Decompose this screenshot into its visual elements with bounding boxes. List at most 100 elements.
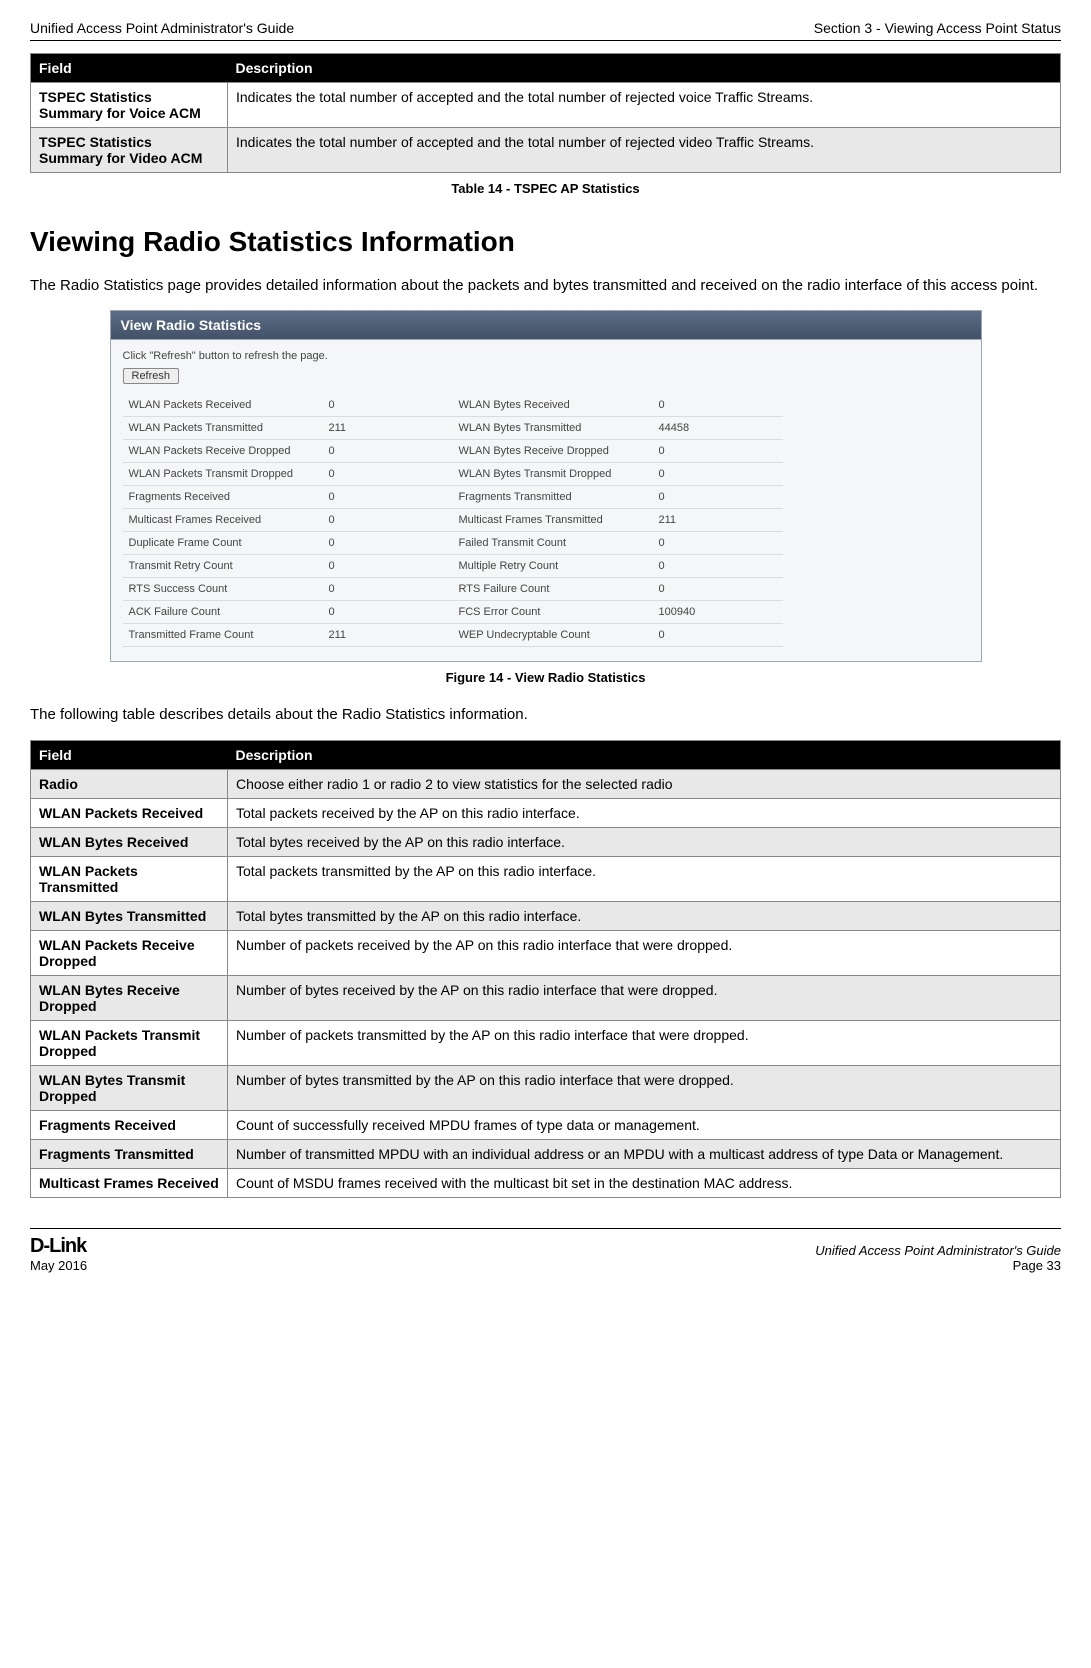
footer-date: May 2016 xyxy=(30,1258,87,1273)
stat-value: 0 xyxy=(323,509,453,532)
desc-cell: Choose either radio 1 or radio 2 to view… xyxy=(228,769,1061,798)
stat-label: Multicast Frames Transmitted xyxy=(453,509,653,532)
stat-value: 211 xyxy=(323,624,453,647)
table-row: WLAN Bytes ReceivedTotal bytes received … xyxy=(31,827,1061,856)
tspec-table: Field Description TSPEC Statistics Summa… xyxy=(30,53,1061,173)
stat-value: 211 xyxy=(323,417,453,440)
stat-value: 0 xyxy=(653,440,783,463)
table-caption: Table 14 - TSPEC AP Statistics xyxy=(30,181,1061,196)
stat-label: WLAN Bytes Receive Dropped xyxy=(453,440,653,463)
stat-label: WLAN Packets Transmitted xyxy=(123,417,323,440)
screenshot-title: View Radio Statistics xyxy=(111,311,981,340)
stat-value: 0 xyxy=(323,463,453,486)
figure-caption: Figure 14 - View Radio Statistics xyxy=(30,670,1061,685)
table-row: WLAN Bytes Receive DroppedNumber of byte… xyxy=(31,975,1061,1020)
desc-cell: Count of MSDU frames received with the m… xyxy=(228,1168,1061,1197)
stat-label: Multicast Frames Received xyxy=(123,509,323,532)
col-header-field: Field xyxy=(31,54,228,83)
field-cell: Radio xyxy=(31,769,228,798)
stat-label: Failed Transmit Count xyxy=(453,532,653,555)
desc-cell: Number of packets received by the AP on … xyxy=(228,930,1061,975)
stat-label: WEP Undecryptable Count xyxy=(453,624,653,647)
col-header-desc: Description xyxy=(228,740,1061,769)
field-cell: WLAN Packets Transmit Dropped xyxy=(31,1020,228,1065)
stat-value: 0 xyxy=(323,394,453,417)
table-row: Fragments TransmittedNumber of transmitt… xyxy=(31,1139,1061,1168)
table-row: WLAN Bytes TransmittedTotal bytes transm… xyxy=(31,901,1061,930)
table-row: WLAN Packets ReceivedTotal packets recei… xyxy=(31,798,1061,827)
table-row: WLAN Packets Transmit DroppedNumber of p… xyxy=(31,1020,1061,1065)
desc-cell: Count of successfully received MPDU fram… xyxy=(228,1110,1061,1139)
stat-value: 0 xyxy=(653,394,783,417)
stat-value: 0 xyxy=(653,532,783,555)
stat-value: 0 xyxy=(653,486,783,509)
table-row: Fragments ReceivedCount of successfully … xyxy=(31,1110,1061,1139)
brand-logo: D-Link xyxy=(30,1235,87,1258)
desc-cell: Total bytes received by the AP on this r… xyxy=(228,827,1061,856)
header-right: Section 3 - Viewing Access Point Status xyxy=(814,20,1061,36)
refresh-hint: Click "Refresh" button to refresh the pa… xyxy=(123,350,969,362)
page-number: Page 33 xyxy=(815,1258,1061,1273)
stat-value: 211 xyxy=(653,509,783,532)
stat-value: 0 xyxy=(323,601,453,624)
field-cell: Fragments Transmitted xyxy=(31,1139,228,1168)
stat-label: WLAN Packets Transmit Dropped xyxy=(123,463,323,486)
stat-label: Transmit Retry Count xyxy=(123,555,323,578)
intro-text: The Radio Statistics page provides detai… xyxy=(30,276,1061,296)
table-row: WLAN Bytes Transmit DroppedNumber of byt… xyxy=(31,1065,1061,1110)
field-cell: WLAN Packets Receive Dropped xyxy=(31,930,228,975)
stats-grid: WLAN Packets Received0WLAN Bytes Receive… xyxy=(123,394,969,647)
stat-label: ACK Failure Count xyxy=(123,601,323,624)
stat-label: Fragments Transmitted xyxy=(453,486,653,509)
stat-value: 0 xyxy=(653,624,783,647)
field-cell: WLAN Bytes Received xyxy=(31,827,228,856)
stat-label: Transmitted Frame Count xyxy=(123,624,323,647)
page-header: Unified Access Point Administrator's Gui… xyxy=(30,20,1061,41)
header-left: Unified Access Point Administrator's Gui… xyxy=(30,20,294,36)
field-cell: TSPEC Statistics Summary for Video ACM xyxy=(31,128,228,173)
stat-value: 0 xyxy=(653,555,783,578)
radio-stats-screenshot: View Radio Statistics Click "Refresh" bu… xyxy=(110,310,982,662)
field-cell: Multicast Frames Received xyxy=(31,1168,228,1197)
stat-label: WLAN Bytes Transmitted xyxy=(453,417,653,440)
mid-text: The following table describes details ab… xyxy=(30,705,1061,725)
stat-label: WLAN Packets Received xyxy=(123,394,323,417)
desc-cell: Number of bytes received by the AP on th… xyxy=(228,975,1061,1020)
table-row: RadioChoose either radio 1 or radio 2 to… xyxy=(31,769,1061,798)
stat-value: 0 xyxy=(653,463,783,486)
field-cell: WLAN Bytes Transmit Dropped xyxy=(31,1065,228,1110)
table-row: TSPEC Statistics Summary for Video ACM I… xyxy=(31,128,1061,173)
stat-label: RTS Success Count xyxy=(123,578,323,601)
stat-label: Duplicate Frame Count xyxy=(123,532,323,555)
stat-value: 100940 xyxy=(653,601,783,624)
field-cell: WLAN Bytes Receive Dropped xyxy=(31,975,228,1020)
radio-stats-table: Field Description RadioChoose either rad… xyxy=(30,740,1061,1198)
table-row: WLAN Packets TransmittedTotal packets tr… xyxy=(31,856,1061,901)
footer-title: Unified Access Point Administrator's Gui… xyxy=(815,1243,1061,1258)
desc-cell: Total bytes transmitted by the AP on thi… xyxy=(228,901,1061,930)
desc-cell: Number of packets transmitted by the AP … xyxy=(228,1020,1061,1065)
stat-label: Multiple Retry Count xyxy=(453,555,653,578)
field-cell: TSPEC Statistics Summary for Voice ACM xyxy=(31,83,228,128)
table-row: TSPEC Statistics Summary for Voice ACM I… xyxy=(31,83,1061,128)
stat-label: WLAN Bytes Transmit Dropped xyxy=(453,463,653,486)
section-title: Viewing Radio Statistics Information xyxy=(30,226,1061,258)
stat-value: 0 xyxy=(653,578,783,601)
stat-value: 0 xyxy=(323,486,453,509)
stat-label: WLAN Packets Receive Dropped xyxy=(123,440,323,463)
field-cell: WLAN Packets Transmitted xyxy=(31,856,228,901)
stat-label: RTS Failure Count xyxy=(453,578,653,601)
col-header-desc: Description xyxy=(228,54,1061,83)
field-cell: Fragments Received xyxy=(31,1110,228,1139)
field-cell: WLAN Packets Received xyxy=(31,798,228,827)
table-row: WLAN Packets Receive DroppedNumber of pa… xyxy=(31,930,1061,975)
desc-cell: Number of transmitted MPDU with an indiv… xyxy=(228,1139,1061,1168)
desc-cell: Number of bytes transmitted by the AP on… xyxy=(228,1065,1061,1110)
table-row: Multicast Frames ReceivedCount of MSDU f… xyxy=(31,1168,1061,1197)
stat-label: WLAN Bytes Received xyxy=(453,394,653,417)
refresh-button[interactable]: Refresh xyxy=(123,368,180,384)
desc-cell: Indicates the total number of accepted a… xyxy=(228,83,1061,128)
stat-value: 0 xyxy=(323,440,453,463)
col-header-field: Field xyxy=(31,740,228,769)
stat-label: Fragments Received xyxy=(123,486,323,509)
